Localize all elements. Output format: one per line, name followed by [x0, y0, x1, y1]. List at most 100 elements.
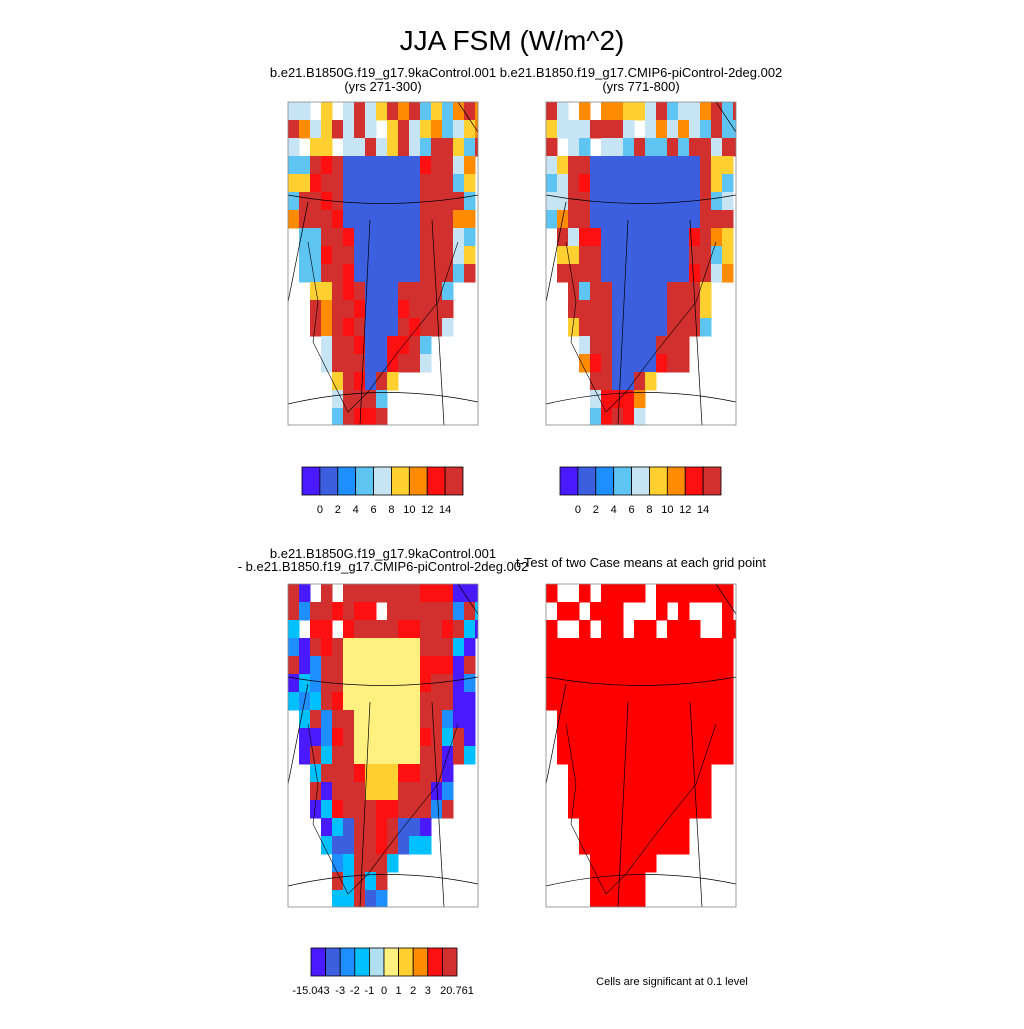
- map-cell: [711, 228, 723, 247]
- map-cell: [645, 210, 657, 229]
- map-cell: [321, 836, 333, 855]
- colorbar-box: [427, 947, 443, 977]
- map-cell: [546, 692, 558, 711]
- map-cell: [612, 638, 624, 657]
- map-cell: [321, 620, 333, 639]
- map-cell: [387, 264, 399, 283]
- map-cell: [612, 174, 624, 193]
- map-cell: [656, 246, 668, 265]
- map-cell: [398, 264, 410, 283]
- map-cell: [711, 692, 723, 711]
- meridian-line: [431, 701, 445, 907]
- map-cell: [365, 120, 377, 139]
- map-cell: [645, 174, 657, 193]
- colorbar-box: [444, 466, 464, 496]
- map-cell: [376, 872, 388, 891]
- map-cell: [420, 584, 432, 603]
- map-cell: [354, 192, 366, 211]
- map-cell: [431, 192, 443, 211]
- map-cell: [722, 710, 734, 729]
- map-cell: [288, 102, 300, 121]
- map-cell: [442, 138, 454, 157]
- colorbar-box: [702, 466, 722, 496]
- map-cell: [711, 156, 723, 175]
- map-cell: [700, 246, 712, 265]
- map-cell: [579, 800, 591, 819]
- map-cell: [409, 120, 421, 139]
- map-cell: [398, 638, 410, 657]
- map-cell: [689, 692, 701, 711]
- map-cell: [453, 264, 465, 283]
- map-cell: [568, 728, 580, 747]
- map-cell: [612, 854, 624, 873]
- map-cell: [442, 228, 454, 247]
- map-cell: [409, 764, 421, 783]
- map-cell: [332, 120, 344, 139]
- map-cell: [568, 674, 580, 693]
- map-cell: [343, 246, 355, 265]
- map-cell: [601, 192, 613, 211]
- map-cell: [700, 764, 712, 783]
- map-cell: [354, 102, 366, 121]
- map-cell: [310, 656, 322, 675]
- map-cell: [612, 890, 624, 907]
- map-cell: [365, 390, 377, 409]
- meridian-line: [617, 701, 629, 907]
- map-cell: [557, 728, 569, 747]
- map-cell: [601, 318, 613, 337]
- map-cell: [354, 584, 366, 603]
- map-cell: [398, 800, 410, 819]
- map-cell: [387, 300, 399, 319]
- map-cell: [332, 872, 344, 891]
- panel-title: (yrs 271-300): [344, 79, 421, 94]
- map-cell: [678, 174, 690, 193]
- map-cell: [354, 692, 366, 711]
- map-cell: [365, 692, 377, 711]
- map-cell: [343, 746, 355, 765]
- map-cell: [376, 300, 388, 319]
- map-cell: [678, 746, 690, 765]
- map-cell: [354, 656, 366, 675]
- colorbar-label: 14: [439, 504, 451, 516]
- map-cell: [623, 120, 635, 139]
- map-cell: [667, 656, 679, 675]
- map-cell: [376, 354, 388, 373]
- map-cell: [376, 854, 388, 873]
- map-cell: [711, 138, 723, 157]
- meridian-line: [617, 219, 629, 425]
- map-cell: [623, 692, 635, 711]
- map-cell: [442, 800, 454, 819]
- map-cell: [623, 746, 635, 765]
- map-cell: [612, 246, 624, 265]
- map-cell: [387, 656, 399, 675]
- map-cell: [409, 692, 421, 711]
- map-cell: [623, 192, 635, 211]
- map-cell: [288, 210, 300, 229]
- map-cell: [376, 372, 388, 391]
- map-cell: [623, 872, 635, 891]
- map-cell: [667, 318, 679, 337]
- map-cell: [431, 746, 443, 765]
- map-cell: [601, 156, 613, 175]
- map-cell: [623, 800, 635, 819]
- map-cell: [343, 354, 355, 373]
- colorbar-box: [684, 466, 704, 496]
- map-cell: [343, 764, 355, 783]
- map-cell: [354, 728, 366, 747]
- map-cell: [431, 102, 443, 121]
- map-cell: [398, 620, 410, 639]
- map-cell: [634, 890, 646, 907]
- colorbar-box: [595, 466, 615, 496]
- meridian-line: [689, 701, 703, 907]
- map-cell: [711, 746, 723, 765]
- map-cell: [678, 102, 690, 121]
- map-cell: [656, 800, 668, 819]
- map-cell: [623, 228, 635, 247]
- colorbar-box: [355, 466, 374, 496]
- panel-title: t-Test of two Case means at each grid po…: [516, 555, 766, 570]
- map-cell: [321, 710, 333, 729]
- map-cell: [634, 656, 646, 675]
- map-cell: [711, 710, 723, 729]
- map-cell: [579, 156, 591, 175]
